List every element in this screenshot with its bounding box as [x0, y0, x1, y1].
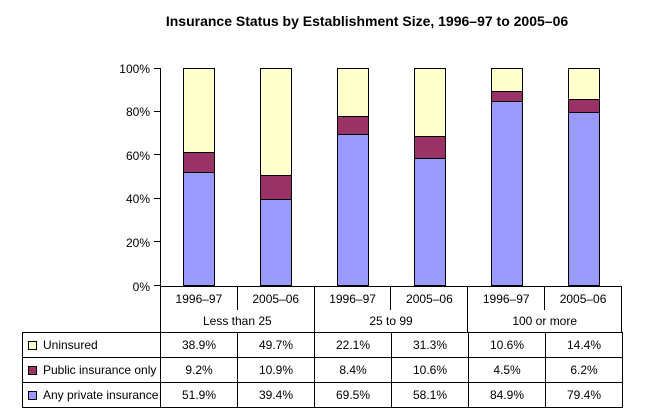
- group-label-100-or-more: 100 or more: [512, 314, 578, 328]
- data-table: Uninsured 38.9% 49.7% 22.1% 31.3% 10.6% …: [22, 332, 623, 408]
- y-axis-labels: 0% 20% 40% 60% 80% 100%: [60, 62, 150, 294]
- table-cell: 69.5%: [314, 382, 392, 408]
- segment-uninsured: [261, 69, 292, 177]
- segment-public-insurance: [491, 91, 522, 102]
- y-tick-mark: [154, 154, 161, 156]
- segment-private-insurance: [261, 199, 292, 285]
- stacked-bar-25-to-99-1996-97: [337, 68, 370, 286]
- table-cell: 84.9%: [468, 382, 546, 408]
- table-cell: 31.3%: [391, 332, 469, 358]
- legend-swatch-private-insurance: [28, 391, 37, 400]
- bars-container: [161, 68, 622, 286]
- stacked-bar-100-or-more-1996-97: [490, 68, 523, 286]
- group-label-25-to-99: 25 to 99: [315, 310, 469, 332]
- x-axis-labels: 1996–97 2005–06 1996–97 2005–06 1996–97 …: [160, 287, 622, 332]
- x-category-label: 2005–06: [238, 287, 315, 310]
- stacked-bar-less-than-25-2005-06: [260, 68, 293, 286]
- segment-private-insurance: [184, 172, 215, 285]
- table-cell: 4.5%: [468, 357, 546, 383]
- chart-title: Insurance Status by Establishment Size, …: [165, 13, 569, 29]
- x-category-label: 1996–97: [161, 287, 238, 310]
- y-tick-label-60: 60%: [125, 148, 150, 163]
- x-category-label: 1996–97: [315, 287, 392, 310]
- table-cell: 10.6%: [391, 357, 469, 383]
- table-cell: 10.9%: [237, 357, 315, 383]
- y-tick-mark: [154, 285, 161, 286]
- y-tick-label-40: 40%: [125, 192, 150, 207]
- year-label-row: 1996–97 2005–06 1996–97 2005–06 1996–97 …: [161, 287, 621, 310]
- y-tick-mark: [154, 68, 161, 69]
- legend-label: Any private insurance: [43, 388, 159, 402]
- legend-cell-private-insurance: Any private insurance: [22, 382, 161, 408]
- segment-private-insurance: [491, 101, 522, 285]
- stacked-bar-100-or-more-2005-06: [567, 68, 600, 286]
- table-cell: 51.9%: [160, 382, 238, 408]
- table-cell: 39.4%: [237, 382, 315, 408]
- table-cell: 38.9%: [160, 332, 238, 358]
- group-label-less-than-25: Less than 25: [161, 310, 315, 332]
- y-tick-mark: [154, 197, 161, 199]
- table-cell: 58.1%: [391, 382, 469, 408]
- y-tick-label-80: 80%: [125, 104, 150, 119]
- segment-public-insurance: [414, 136, 445, 160]
- table-row-uninsured: Uninsured 38.9% 49.7% 22.1% 31.3% 10.6% …: [22, 332, 623, 358]
- x-category-label: 2005–06: [391, 287, 469, 310]
- table-cell: 79.4%: [545, 382, 623, 408]
- segment-private-insurance: [338, 134, 369, 285]
- segment-public-insurance: [338, 116, 369, 135]
- legend-label: Uninsured: [43, 338, 98, 352]
- table-cell: 9.2%: [160, 357, 238, 383]
- segment-uninsured: [414, 69, 445, 137]
- table-cell: 14.4%: [545, 332, 623, 358]
- legend-swatch-public-insurance: [28, 366, 37, 375]
- table-row-private-insurance: Any private insurance 51.9% 39.4% 69.5% …: [22, 382, 623, 408]
- segment-uninsured: [491, 69, 522, 92]
- segment-uninsured: [568, 69, 599, 101]
- y-tick-label-0: 0%: [132, 280, 150, 294]
- table-row-public-insurance: Public insurance only 9.2% 10.9% 8.4% 10…: [22, 357, 623, 383]
- y-tick-label-20: 20%: [125, 236, 150, 251]
- table-cell: 8.4%: [314, 357, 392, 383]
- table-cell: 10.6%: [468, 332, 546, 358]
- segment-uninsured: [184, 69, 215, 154]
- segment-private-insurance: [414, 159, 445, 285]
- legend-label: Public insurance only: [43, 363, 157, 377]
- segment-uninsured: [338, 69, 369, 117]
- x-category-label: 2005–06: [559, 291, 607, 306]
- table-cell: 49.7%: [237, 332, 315, 358]
- stacked-bar-25-to-99-2005-06: [413, 68, 446, 286]
- segment-public-insurance: [568, 100, 599, 114]
- y-tick-mark: [154, 241, 161, 243]
- segment-public-insurance: [184, 153, 215, 173]
- y-tick-mark: [154, 110, 161, 112]
- legend-cell-public-insurance: Public insurance only: [22, 357, 161, 383]
- table-cell: 22.1%: [314, 332, 392, 358]
- table-cell: 6.2%: [545, 357, 623, 383]
- y-tick-label-100: 100%: [119, 62, 150, 76]
- segment-public-insurance: [261, 176, 292, 200]
- group-label-row: Less than 25 25 to 99 100 or more: [161, 310, 621, 332]
- legend-swatch-uninsured: [28, 341, 37, 350]
- legend-cell-uninsured: Uninsured: [22, 332, 161, 358]
- stacked-bar-less-than-25-1996-97: [183, 68, 216, 286]
- x-category-label: 1996–97: [468, 287, 546, 310]
- plot-area: [154, 68, 622, 287]
- segment-private-insurance: [568, 113, 599, 285]
